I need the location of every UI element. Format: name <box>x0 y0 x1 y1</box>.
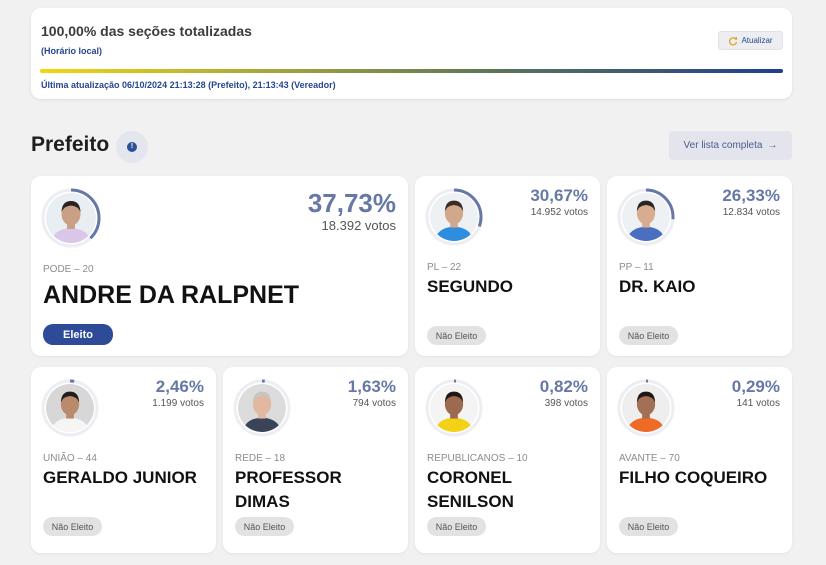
candidate-name: DR. KAIO <box>619 277 696 296</box>
candidate-avatar <box>617 188 675 246</box>
vote-count: 18.392 votos <box>321 218 396 233</box>
candidate-name: CORONEL SENILSON <box>427 468 514 511</box>
candidate-name: ANDRE DA RALPNET <box>43 281 300 309</box>
candidate-card[interactable]: 1,63% 794 votos REDE – 18 PROFESSOR DIMA… <box>223 367 408 553</box>
vote-share-ring <box>41 188 101 248</box>
totalization-progress-bar <box>40 69 783 73</box>
full-list-button[interactable]: Ver lista completa → <box>669 131 792 160</box>
vote-count: 12.834 votos <box>722 207 780 218</box>
candidate-photo <box>46 384 94 432</box>
vote-count: 1.199 votos <box>152 398 204 409</box>
candidate-card[interactable]: 0,82% 398 votos REPUBLICANOS – 10 CORONE… <box>415 367 600 553</box>
vote-percentage: 0,29% <box>731 377 780 396</box>
refresh-button[interactable]: Atualizar <box>718 31 783 50</box>
section-title: Prefeito <box>31 133 110 156</box>
totalization-status-card: 100,00% das seções totalizadas (Horário … <box>31 8 792 99</box>
candidate-avatar <box>41 188 101 248</box>
vote-share-ring <box>425 188 483 246</box>
party-number: PODE – 20 <box>43 264 94 275</box>
vote-share-ring <box>617 379 675 437</box>
refresh-label: Atualizar <box>741 36 773 45</box>
refresh-icon <box>729 36 738 45</box>
info-button[interactable]: ! <box>116 131 148 163</box>
full-list-label: Ver lista completa <box>683 140 763 151</box>
candidate-photo <box>622 384 670 432</box>
candidate-avatar <box>617 379 675 437</box>
election-status-badge: Não Eleito <box>619 326 678 345</box>
election-status-badge: Não Eleito <box>427 326 486 345</box>
candidate-photo <box>238 384 286 432</box>
candidate-photo <box>622 193 670 241</box>
election-status-badge: Não Eleito <box>235 517 294 536</box>
candidate-card[interactable]: 37,73% 18.392 votos PODE – 20 ANDRE DA R… <box>31 176 408 356</box>
vote-share-ring <box>617 188 675 246</box>
candidate-name: GERALDO JUNIOR <box>43 468 197 487</box>
party-number: REDE – 18 <box>235 453 286 464</box>
arrow-right-icon: → <box>767 140 778 151</box>
totalization-percentage: 100,00% das seções totalizadas <box>41 23 252 39</box>
vote-percentage: 37,73% <box>307 188 396 218</box>
candidate-photo <box>46 193 96 243</box>
vote-count: 398 votos <box>544 398 588 409</box>
party-number: PL – 22 <box>427 262 462 273</box>
election-status-badge: Não Eleito <box>43 517 102 536</box>
election-status-badge: Não Eleito <box>619 517 678 536</box>
candidate-avatar <box>425 379 483 437</box>
candidate-avatar <box>233 379 291 437</box>
candidate-card[interactable]: 2,46% 1.199 votos UNIÃO – 44 GERALDO JUN… <box>31 367 216 553</box>
candidate-name: FILHO COQUEIRO <box>619 468 768 487</box>
candidate-avatar <box>425 188 483 246</box>
candidate-name: SEGUNDO <box>427 277 513 296</box>
vote-percentage: 26,33% <box>722 186 780 205</box>
vote-share-ring <box>233 379 291 437</box>
vote-count: 141 votos <box>736 398 780 409</box>
vote-count: 794 votos <box>352 398 396 409</box>
timezone-note: (Horário local) <box>41 46 103 56</box>
candidate-card[interactable]: 26,33% 12.834 votos PP – 11 DR. KAIO Não… <box>607 176 792 356</box>
vote-percentage: 1,63% <box>347 377 396 396</box>
last-update-text: Última atualização 06/10/2024 21:13:28 (… <box>41 80 336 90</box>
vote-count: 14.952 votos <box>530 207 588 218</box>
candidate-card[interactable]: 30,67% 14.952 votos PL – 22 SEGUNDO Não … <box>415 176 600 356</box>
candidate-photo <box>430 384 478 432</box>
vote-percentage: 30,67% <box>530 186 588 205</box>
candidate-photo <box>430 193 478 241</box>
vote-percentage: 0,82% <box>539 377 588 396</box>
candidate-avatar <box>41 379 99 437</box>
party-number: AVANTE – 70 <box>619 453 680 464</box>
candidate-name: PROFESSOR DIMAS <box>235 468 342 511</box>
info-icon: ! <box>127 142 137 152</box>
party-number: REPUBLICANOS – 10 <box>427 453 528 464</box>
vote-share-ring <box>425 379 483 437</box>
election-status-badge: Não Eleito <box>427 517 486 536</box>
vote-percentage: 2,46% <box>155 377 204 396</box>
party-number: UNIÃO – 44 <box>43 453 97 464</box>
party-number: PP – 11 <box>619 262 654 273</box>
candidate-card[interactable]: 0,29% 141 votos AVANTE – 70 FILHO COQUEI… <box>607 367 792 553</box>
election-status-badge: Eleito <box>43 324 113 345</box>
vote-share-ring <box>41 379 99 437</box>
